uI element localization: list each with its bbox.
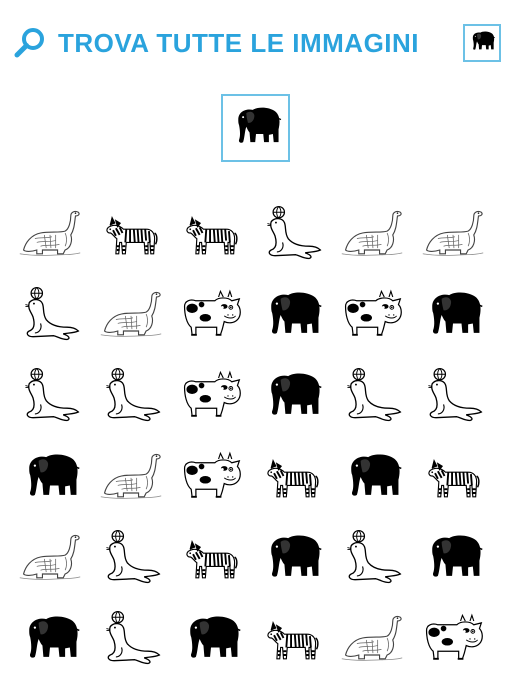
dinosaur-picture[interactable]	[14, 198, 86, 268]
seal-picture[interactable]	[14, 360, 86, 430]
zebra-icon	[427, 458, 480, 498]
cow-picture[interactable]	[175, 360, 247, 430]
seal-picture[interactable]	[14, 279, 86, 349]
page-title: TROVA TUTTE LE IMMAGINI	[58, 28, 420, 58]
dinosaur-icon	[19, 210, 81, 256]
seal-icon	[105, 529, 160, 584]
seal-picture[interactable]	[95, 522, 167, 592]
elephant-icon	[351, 454, 402, 496]
zebra-picture[interactable]	[175, 522, 247, 592]
elephant-icon	[270, 373, 322, 415]
zebra-icon	[186, 539, 238, 579]
seal-picture[interactable]	[336, 360, 408, 430]
cow-picture[interactable]	[175, 441, 247, 511]
seal-icon	[105, 610, 160, 665]
elephant-icon	[270, 292, 322, 334]
header: TROVA TUTTE LE IMMAGINI	[0, 0, 512, 90]
seal-picture[interactable]	[417, 360, 489, 430]
zebra-icon	[266, 458, 319, 498]
dinosaur-picture[interactable]	[336, 198, 408, 268]
seal-icon	[25, 367, 80, 422]
elephant-icon	[227, 101, 285, 156]
zebra-picture[interactable]	[175, 198, 247, 268]
dinosaur-picture[interactable]	[14, 522, 86, 592]
elephant-icon	[29, 454, 80, 496]
zebra-icon	[186, 215, 238, 255]
seal-icon	[347, 367, 402, 422]
dinosaur-picture[interactable]	[95, 441, 167, 511]
zebra-icon	[105, 215, 158, 255]
seal-icon	[427, 367, 482, 422]
elephant-picture[interactable]	[14, 441, 86, 511]
elephant-picture[interactable]	[256, 522, 328, 592]
elephant-icon	[431, 292, 483, 334]
zebra-picture[interactable]	[256, 603, 328, 673]
elephant-icon	[431, 535, 483, 577]
seal-picture[interactable]	[256, 198, 328, 268]
cow-picture[interactable]	[417, 603, 489, 673]
elephant-icon	[29, 616, 80, 658]
elephant-icon	[467, 28, 497, 59]
seal-icon	[105, 367, 160, 422]
seal-picture[interactable]	[95, 360, 167, 430]
elephant-picture[interactable]	[417, 279, 489, 349]
seal-icon	[347, 529, 402, 584]
dinosaur-icon	[100, 453, 161, 499]
dinosaur-icon	[341, 210, 403, 256]
elephant-picture[interactable]	[175, 603, 247, 673]
elephant-picture[interactable]	[417, 522, 489, 592]
elephant-picture[interactable]	[336, 441, 408, 511]
dinosaur-icon	[422, 210, 483, 256]
zebra-picture[interactable]	[417, 441, 489, 511]
dinosaur-picture[interactable]	[336, 603, 408, 673]
dinosaur-icon	[100, 291, 161, 337]
cow-icon	[425, 613, 483, 660]
dinosaur-icon	[341, 615, 403, 661]
dinosaur-picture[interactable]	[417, 198, 489, 268]
zebra-picture[interactable]	[95, 198, 167, 268]
elephant-picture[interactable]	[256, 279, 328, 349]
seal-icon	[25, 286, 80, 341]
dinosaur-picture[interactable]	[95, 279, 167, 349]
seal-icon	[266, 205, 321, 260]
seal-picture[interactable]	[336, 522, 408, 592]
seal-picture[interactable]	[95, 603, 167, 673]
cow-icon	[183, 370, 241, 417]
cow-picture[interactable]	[336, 279, 408, 349]
dinosaur-icon	[19, 534, 81, 580]
elephant-picture[interactable]	[14, 603, 86, 673]
cow-icon	[183, 451, 241, 498]
elephant-icon	[190, 616, 241, 658]
target-animal-box	[221, 94, 290, 162]
corner-target-thumbnail	[463, 24, 501, 62]
elephant-picture[interactable]	[256, 360, 328, 430]
zebra-picture[interactable]	[256, 441, 328, 511]
elephant-icon	[270, 535, 322, 577]
cow-icon	[183, 289, 241, 336]
cow-icon	[344, 289, 402, 336]
zebra-icon	[266, 620, 319, 660]
magnifier-icon	[14, 28, 44, 58]
cow-picture[interactable]	[175, 279, 247, 349]
